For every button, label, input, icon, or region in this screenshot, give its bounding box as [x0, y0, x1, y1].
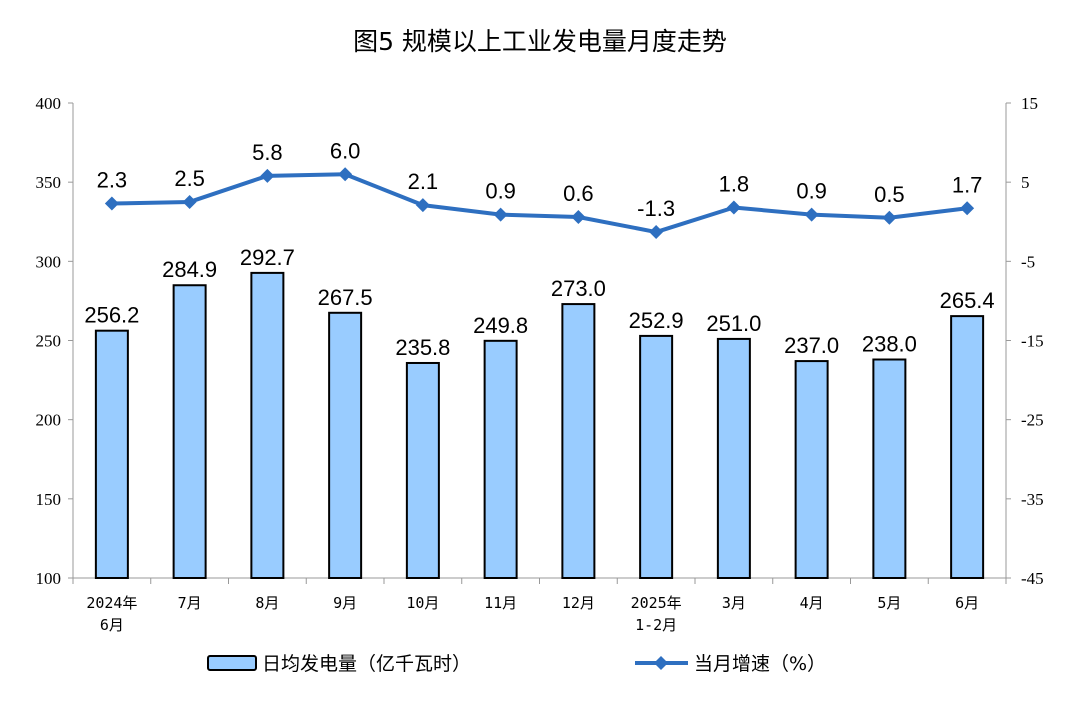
x-tick-label: 9月 [333, 594, 357, 612]
legend-bar-swatch [207, 655, 257, 671]
line-data-label: -1.3 [637, 196, 675, 221]
x-tick-label: 3月 [722, 594, 746, 612]
line-marker [415, 198, 430, 213]
bar-data-label: 267.5 [318, 285, 373, 310]
line-data-label: 0.9 [485, 179, 516, 204]
bar-data-label: 237.0 [784, 333, 839, 358]
bar [639, 334, 674, 579]
bar [716, 337, 751, 579]
line-data-label: 1.7 [952, 172, 983, 197]
x-tick-label: 4月 [800, 594, 824, 612]
line-marker [571, 210, 586, 224]
bar [561, 303, 596, 579]
x-tick-label: 2024年 [86, 594, 137, 612]
legend-line-label: 当月增速（%） [694, 653, 826, 675]
left-tick-label: 100 [36, 569, 62, 588]
bar [405, 361, 440, 579]
line-data-label: 6.0 [330, 138, 361, 163]
bar [94, 329, 129, 579]
line-data-label: 0.9 [796, 179, 827, 204]
bar [872, 358, 907, 579]
bar [950, 315, 985, 579]
x-tick-label: 6月 [100, 616, 124, 634]
bar [172, 284, 207, 579]
line-data-label: 5.8 [252, 140, 283, 165]
right-tick-label: -15 [1021, 332, 1044, 351]
bar-data-label: 235.8 [395, 335, 450, 360]
line-data-label: 2.5 [174, 166, 205, 191]
bar [483, 339, 518, 580]
line-marker [649, 225, 664, 240]
bar-data-label: 252.9 [629, 308, 684, 333]
x-tick-label: 8月 [255, 594, 279, 612]
right-tick-label: -35 [1021, 490, 1044, 509]
left-tick-label: 400 [36, 94, 62, 113]
bar-data-label: 249.8 [473, 313, 528, 338]
left-tick-label: 200 [36, 411, 62, 430]
line-data-label: 0.5 [874, 182, 905, 207]
x-tick-label: 1-2月 [635, 616, 677, 634]
bar [794, 360, 829, 580]
bar [328, 311, 363, 579]
right-tick-label: -5 [1021, 252, 1035, 271]
line-data-label: 2.3 [97, 168, 128, 193]
line-marker [104, 196, 119, 211]
legend-line-marker [654, 656, 668, 670]
x-tick-label: 5月 [877, 594, 901, 612]
line-data-label: 1.8 [719, 172, 750, 197]
bar-data-label: 251.0 [706, 311, 761, 336]
chart-title: 图5 规模以上工业发电量月度走势 [353, 27, 727, 56]
bar-data-label: 256.2 [84, 303, 139, 328]
right-tick-label: -45 [1021, 569, 1044, 588]
bar-data-label: 273.0 [551, 276, 606, 301]
line-data-label: 2.1 [408, 169, 439, 194]
x-tick-label: 6月 [955, 594, 979, 612]
line-marker [882, 210, 897, 225]
right-tick-label: -25 [1021, 411, 1044, 430]
x-tick-label: 11月 [484, 594, 517, 612]
x-tick-label: 12月 [562, 594, 595, 612]
line-marker [338, 167, 353, 182]
growth-line [111, 172, 968, 235]
left-tick-label: 350 [36, 173, 62, 192]
left-tick-label: 250 [36, 332, 62, 351]
line-marker [493, 207, 508, 222]
x-tick-label: 10月 [406, 594, 439, 612]
left-tick-label: 300 [36, 252, 62, 271]
bar-data-label: 265.4 [940, 288, 995, 313]
x-tick-label: 7月 [178, 594, 202, 612]
right-tick-label: 15 [1021, 94, 1038, 113]
line-marker [960, 201, 975, 216]
line-marker [182, 194, 197, 209]
bar-data-label: 284.9 [162, 257, 217, 282]
line-marker [804, 207, 819, 222]
line-marker [726, 200, 741, 215]
right-tick-label: 5 [1021, 173, 1030, 192]
bar [250, 271, 285, 579]
line-data-label: 0.6 [563, 181, 594, 206]
x-tick-label: 2025年 [631, 594, 682, 612]
bar-data-label: 292.7 [240, 245, 295, 270]
legend-bar-label: 日均发电量（亿千瓦时） [262, 653, 471, 675]
line-marker [260, 168, 275, 183]
bar-data-label: 238.0 [862, 332, 917, 357]
left-tick-label: 150 [36, 490, 62, 509]
